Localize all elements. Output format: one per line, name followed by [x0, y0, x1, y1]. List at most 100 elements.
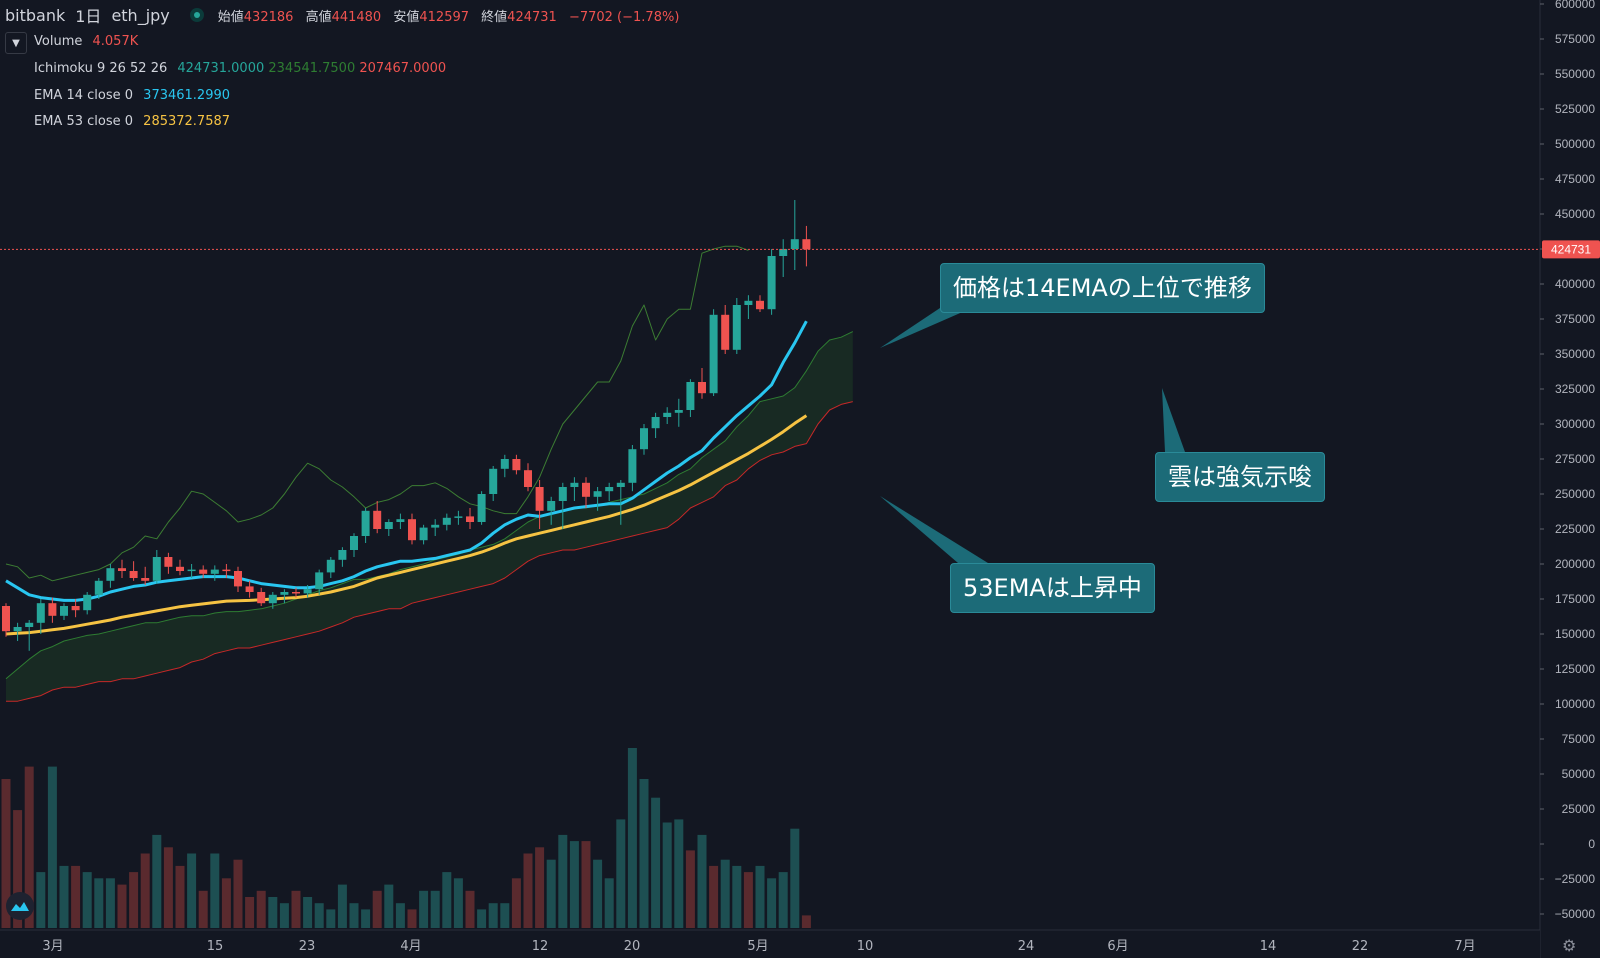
candle-body [547, 501, 556, 511]
volume-bar [59, 865, 69, 928]
tradingview-logo-icon[interactable] [6, 892, 34, 920]
volume-bar [198, 890, 208, 928]
time-axis-label: 4月 [400, 939, 421, 954]
legend-volume[interactable]: Volume 4.057K [34, 34, 144, 49]
candle-body [721, 314, 730, 350]
legend-ema14[interactable]: EMA 14 close 0 373461.2990 [34, 88, 236, 103]
volume-bar [523, 853, 533, 928]
price-axis-label: −25000 [1555, 872, 1596, 886]
low-value: 412597 [419, 9, 470, 25]
open-label: 始値 [217, 9, 244, 25]
price-axis-label: 250000 [1555, 487, 1595, 501]
candle-body [245, 586, 254, 592]
volume-bar [778, 872, 788, 928]
symbol-name[interactable]: eth_jpy [111, 5, 170, 25]
gear-icon[interactable]: ⚙ [1562, 936, 1577, 955]
volume-bar [82, 872, 92, 928]
candle-body [442, 517, 451, 525]
price-axis-label: 500000 [1555, 137, 1595, 151]
volume-bar [326, 909, 336, 928]
legend-ichimoku[interactable]: Ichimoku 9 26 52 26 424731.0000 234541.7… [34, 61, 452, 76]
time-axis-label: 15 [207, 939, 224, 954]
chevron-down-icon[interactable]: ▼ [5, 32, 27, 54]
candle-body [152, 557, 161, 581]
candle-body [628, 449, 637, 483]
low-label: 安値 [393, 9, 420, 25]
annotation-price-above-ema14[interactable]: 価格は14EMAの上位で推移 [940, 263, 1265, 313]
candle-body [744, 300, 753, 305]
volume-bar [593, 859, 603, 928]
volume-bar [442, 872, 452, 928]
volume-bar [268, 897, 278, 928]
candle-body [535, 487, 544, 511]
volume-bar [314, 903, 324, 928]
volume-bar [720, 859, 730, 928]
candle-body [141, 578, 150, 581]
candle-body [732, 305, 741, 350]
candle-body [489, 468, 498, 494]
candle-body [373, 510, 382, 529]
candle-body [2, 606, 10, 632]
candle-body [187, 569, 196, 572]
volume-bar [674, 819, 684, 928]
volume-bar [709, 865, 719, 928]
price-axis-label: 375000 [1555, 312, 1595, 326]
volume-bar [697, 834, 707, 928]
candle-body [48, 603, 57, 616]
candle-body [164, 557, 173, 567]
price-axis-label: 175000 [1555, 592, 1595, 606]
price-axis-label: 100000 [1555, 697, 1595, 711]
high-value: 441480 [331, 9, 382, 25]
volume-bar [743, 872, 753, 928]
price-axis-label: 525000 [1555, 102, 1595, 116]
legend-ema53[interactable]: EMA 53 close 0 285372.7587 [34, 114, 236, 129]
candle-body [500, 459, 509, 469]
annotation-cloud-bullish[interactable]: 雲は強気示唆 [1155, 452, 1325, 502]
interval-label[interactable]: 1日 [75, 7, 102, 26]
volume-bar [372, 890, 382, 928]
volume-bar [616, 819, 626, 928]
volume-bar [511, 878, 521, 928]
candle-body [686, 382, 695, 410]
volume-bar [291, 890, 301, 928]
price-axis [1540, 0, 1600, 958]
candle-body [222, 569, 231, 572]
price-axis-label: 300000 [1555, 417, 1595, 431]
exchange-name[interactable]: bitbank [5, 5, 66, 25]
volume-bar [245, 897, 255, 928]
volume-bar [767, 878, 777, 928]
volume-bar [546, 859, 556, 928]
volume-bar [24, 766, 34, 928]
candle-body [767, 256, 776, 310]
annotation-ema53-rising[interactable]: 53EMAは上昇中 [950, 563, 1155, 613]
volume-bar [303, 897, 313, 928]
candle-body [106, 568, 115, 581]
legend-volume-value: 4.057K [92, 34, 139, 49]
time-axis-label: 6月 [1107, 939, 1128, 954]
candle-body [524, 470, 532, 487]
ema53-line [5, 414, 808, 636]
candle-body [326, 559, 335, 573]
ohlc-values: 始値432186 高値441480 安値412597 終値424731 −770… [218, 6, 688, 25]
volume-bar [384, 884, 394, 928]
candle-body [36, 603, 45, 623]
volume-bar [129, 872, 139, 928]
legend-ichimoku-v3: 207467.0000 [359, 61, 447, 76]
ema14-line [5, 320, 808, 602]
volume-bar [140, 853, 150, 928]
volume-bar [581, 841, 591, 928]
time-axis-label: 14 [1260, 939, 1277, 954]
candle-body [651, 417, 660, 429]
legend-ichimoku-v2: 234541.7500 [268, 61, 356, 76]
candle-body [292, 592, 300, 594]
price-axis-label: 50000 [1562, 767, 1596, 781]
volume-bar [152, 834, 162, 928]
legend-ichimoku-v1: 424731.0000 [177, 61, 265, 76]
time-axis-label: 22 [1352, 939, 1369, 954]
callout-pointer [1162, 388, 1185, 452]
volume-bar [187, 853, 197, 928]
close-value: 424731 [507, 9, 557, 25]
price-axis-label: 125000 [1555, 662, 1595, 676]
volume-bar [639, 779, 649, 928]
